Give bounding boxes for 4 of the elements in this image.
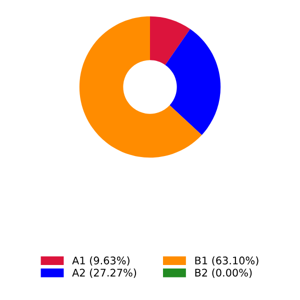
legend-label: A2 (27.27%) [72, 268, 136, 278]
legend-label: A1 (9.63%) [72, 256, 130, 266]
legend-label: B1 (63.10%) [195, 256, 258, 266]
legend-label: B2 (0.00%) [195, 268, 252, 278]
